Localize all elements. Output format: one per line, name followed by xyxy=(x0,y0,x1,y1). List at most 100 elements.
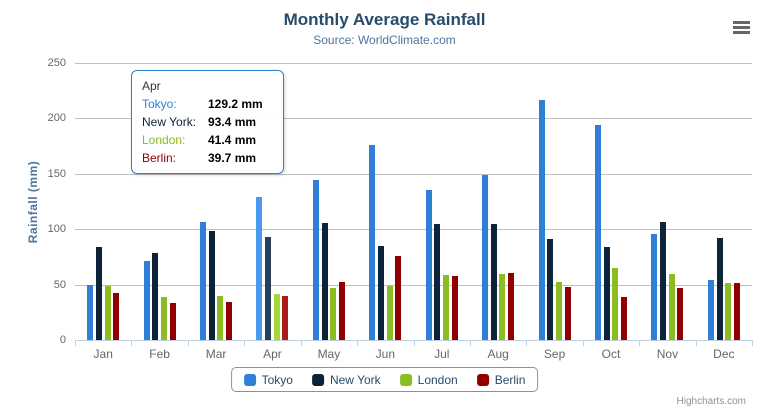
legend-label: New York xyxy=(329,372,381,387)
bar-tokyo-jun[interactable] xyxy=(369,145,376,340)
tooltip-series-label: New York: xyxy=(142,115,197,129)
category-nov xyxy=(639,63,695,340)
bar-new-york-mar[interactable] xyxy=(208,230,215,340)
bar-new-york-jun[interactable] xyxy=(377,246,384,340)
bar-london-mar[interactable] xyxy=(217,296,224,340)
bar-berlin-jun[interactable] xyxy=(395,256,402,340)
bar-berlin-aug[interactable] xyxy=(508,273,515,340)
bar-new-york-jul[interactable] xyxy=(434,223,441,340)
bar-new-york-dec[interactable] xyxy=(716,237,723,340)
bar-berlin-jul[interactable] xyxy=(451,276,458,340)
x-axis-label: Feb xyxy=(149,347,170,361)
legend-label: Berlin xyxy=(494,372,526,387)
bar-group xyxy=(425,63,458,340)
category-sep xyxy=(526,63,582,340)
y-axis-title: Rainfall (mm) xyxy=(26,160,40,244)
bar-new-york-aug[interactable] xyxy=(490,224,497,340)
bar-berlin-oct[interactable] xyxy=(620,296,627,340)
x-axis-label: Jul xyxy=(434,347,450,361)
bar-berlin-apr[interactable] xyxy=(282,296,289,340)
legend-symbol xyxy=(311,373,324,386)
bar-berlin-may[interactable] xyxy=(338,281,345,340)
x-axis-label: Aug xyxy=(487,347,509,361)
x-axis-label: Oct xyxy=(601,347,621,361)
bar-london-sep[interactable] xyxy=(555,281,562,340)
x-axis-tick xyxy=(582,341,584,346)
legend-symbol xyxy=(399,373,412,386)
bar-tokyo-aug[interactable] xyxy=(482,175,489,340)
plot-area xyxy=(75,63,752,340)
hamburger-icon xyxy=(732,20,750,24)
x-axis-tick xyxy=(469,341,471,346)
bar-tokyo-nov[interactable] xyxy=(651,234,658,340)
bar-berlin-nov[interactable] xyxy=(677,288,684,340)
y-axis-label: 150 xyxy=(47,167,66,180)
bar-new-york-may[interactable] xyxy=(321,222,328,340)
hamburger-icon xyxy=(732,25,750,29)
bar-tokyo-mar[interactable] xyxy=(200,222,207,340)
bar-london-nov[interactable] xyxy=(668,274,675,340)
legend: Tokyo New York London Berlin xyxy=(230,367,539,392)
bar-berlin-jan[interactable] xyxy=(113,293,120,340)
legend-item-tokyo[interactable]: Tokyo xyxy=(243,373,293,387)
bar-london-oct[interactable] xyxy=(612,267,619,340)
bar-london-jun[interactable] xyxy=(386,286,393,340)
gridline xyxy=(75,284,752,286)
bar-london-aug[interactable] xyxy=(499,273,506,340)
bar-tokyo-apr[interactable] xyxy=(256,196,263,340)
bar-london-feb[interactable] xyxy=(160,297,167,340)
bar-tokyo-oct[interactable] xyxy=(595,124,601,340)
x-axis-tick xyxy=(752,341,753,346)
tooltip-series-label: Tokyo: xyxy=(142,97,177,111)
bar-berlin-mar[interactable] xyxy=(226,301,233,340)
bar-new-york-apr[interactable] xyxy=(265,236,272,340)
bar-london-jan[interactable] xyxy=(104,285,111,340)
bar-group xyxy=(87,63,120,340)
bar-london-jul[interactable] xyxy=(443,274,450,340)
export-menu-button[interactable] xyxy=(729,16,753,38)
legend-item-london[interactable]: London xyxy=(399,373,458,387)
bar-new-york-jan[interactable] xyxy=(95,247,102,340)
bar-tokyo-may[interactable] xyxy=(312,180,319,340)
bar-group xyxy=(312,63,345,340)
bar-berlin-dec[interactable] xyxy=(733,283,740,340)
x-axis-tick xyxy=(244,341,246,346)
category-apr xyxy=(244,63,300,340)
legend-item-new-york[interactable]: New York xyxy=(311,372,381,387)
tooltip-row: Berlin: 39.7 mm xyxy=(142,149,273,167)
tooltip-series-label: London: xyxy=(142,133,186,147)
bar-group xyxy=(651,63,684,340)
bar-groups xyxy=(75,63,752,340)
bar-group xyxy=(200,63,233,340)
tooltip-value: 39.7 mm xyxy=(208,151,257,165)
bar-new-york-nov[interactable] xyxy=(660,221,667,340)
category-dec xyxy=(696,63,752,340)
y-axis-label: 0 xyxy=(59,334,66,346)
tooltip-value: 93.4 mm xyxy=(208,115,257,129)
bar-tokyo-jan[interactable] xyxy=(87,284,94,340)
category-feb xyxy=(131,63,187,340)
bar-tokyo-dec[interactable] xyxy=(707,279,714,340)
category-jun xyxy=(357,63,413,340)
category-oct xyxy=(583,63,639,340)
bar-berlin-sep[interactable] xyxy=(564,287,571,340)
bar-tokyo-feb[interactable] xyxy=(143,260,150,340)
chart-subtitle: Source: WorldClimate.com xyxy=(313,33,456,47)
bar-london-apr[interactable] xyxy=(273,294,280,340)
category-mar xyxy=(188,63,244,340)
bar-tokyo-sep[interactable] xyxy=(538,100,545,340)
gridline xyxy=(75,173,752,175)
bar-london-may[interactable] xyxy=(330,287,337,340)
x-axis-label: May xyxy=(317,347,341,361)
bar-new-york-sep[interactable] xyxy=(547,238,554,340)
category-jan xyxy=(75,63,131,340)
bar-new-york-oct[interactable] xyxy=(603,247,610,340)
bar-london-dec[interactable] xyxy=(725,283,732,340)
credits-link[interactable]: Highcharts.com xyxy=(676,396,746,407)
bar-tokyo-jul[interactable] xyxy=(425,189,432,340)
bar-berlin-feb[interactable] xyxy=(169,303,176,340)
bar-new-york-feb[interactable] xyxy=(152,252,159,340)
x-axis-tick xyxy=(187,341,189,346)
chart-title: Monthly Average Rainfall xyxy=(283,10,486,29)
legend-item-berlin[interactable]: Berlin xyxy=(476,372,526,387)
